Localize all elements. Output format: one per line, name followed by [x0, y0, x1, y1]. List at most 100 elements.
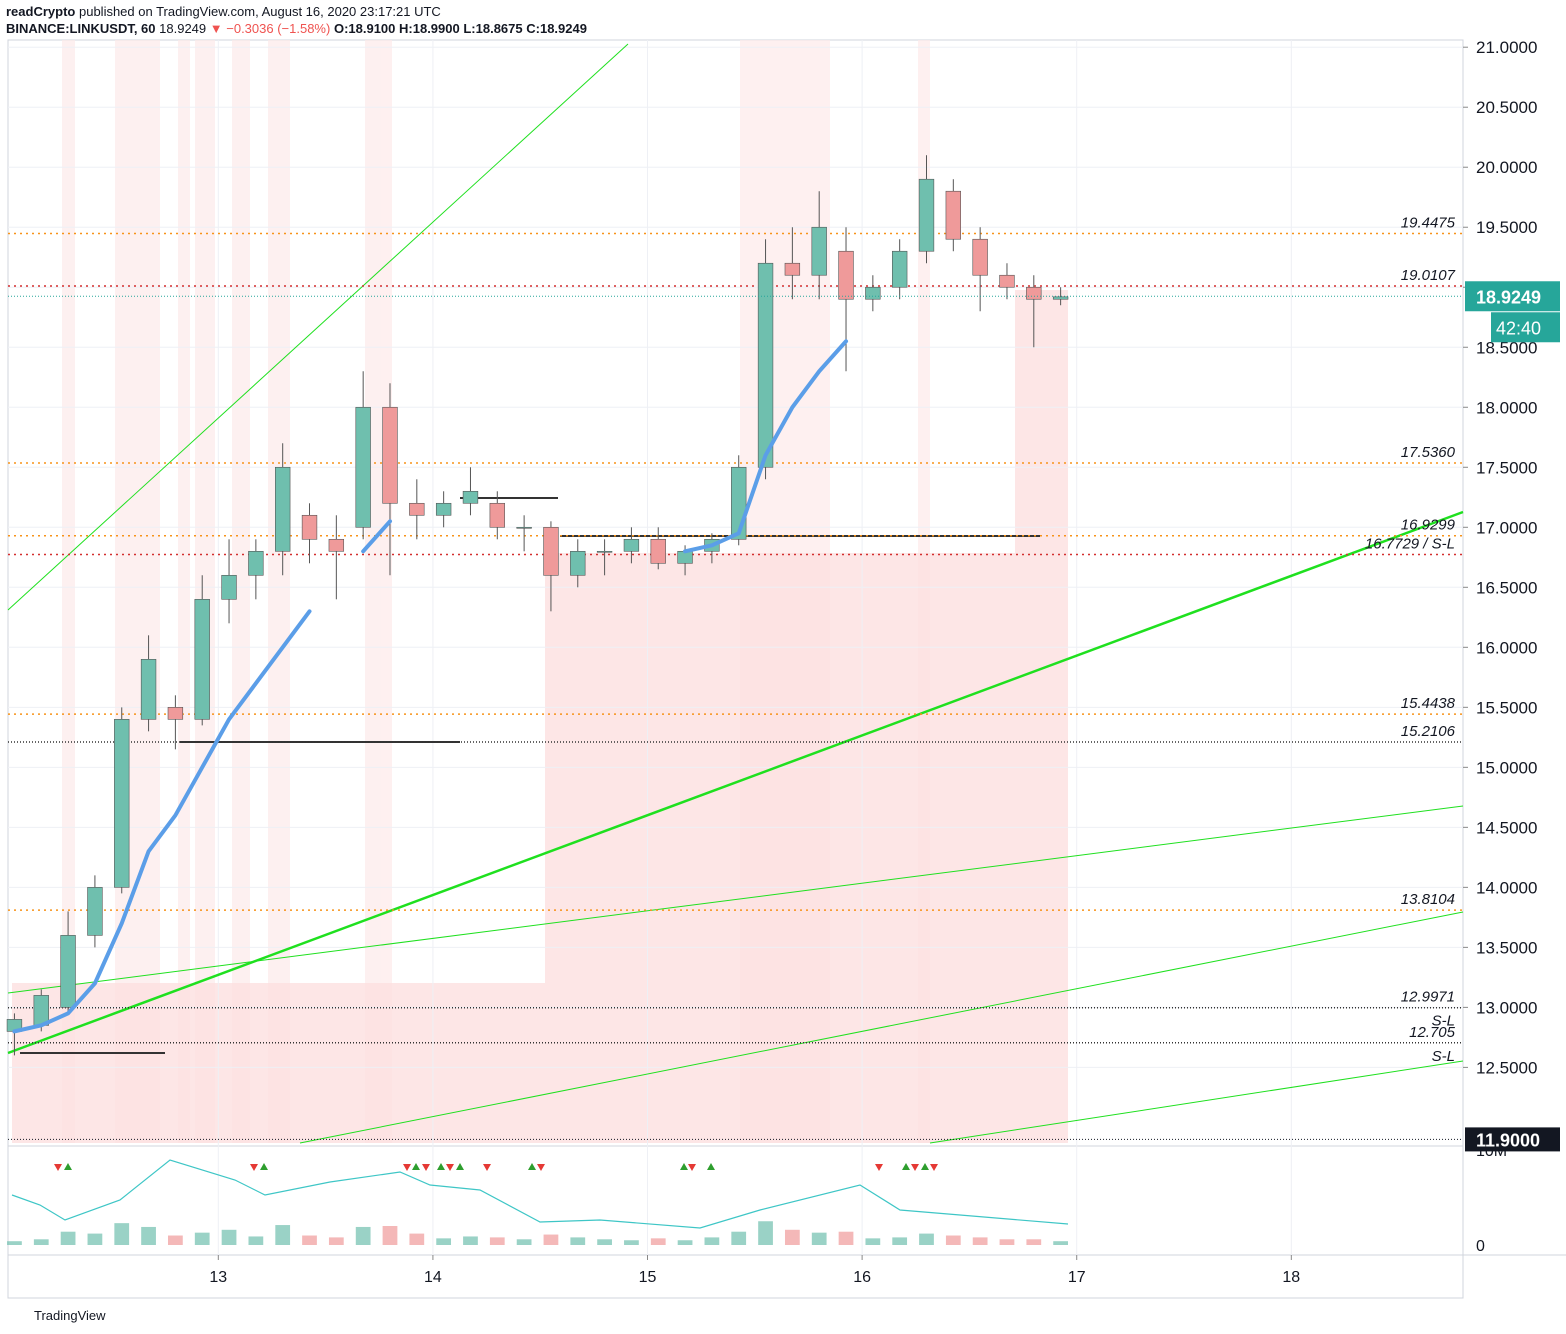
volume-bar	[892, 1237, 908, 1245]
volume-bar	[355, 1226, 371, 1245]
trend-line	[7, 805, 1464, 994]
volume-bar	[543, 1234, 559, 1245]
volume-bar	[945, 1235, 961, 1245]
footer: TradingView	[34, 1308, 106, 1323]
candle-body	[784, 262, 801, 276]
volume-bar	[919, 1233, 934, 1245]
candle-body	[140, 659, 157, 720]
x-tick-label: 17	[1068, 1269, 1086, 1286]
level-label: 19.4475	[1401, 215, 1456, 232]
candle-body	[972, 238, 988, 276]
candle-body	[275, 466, 291, 552]
level-sublabel: S-L	[1432, 1048, 1455, 1065]
volume-tick-label: 0	[1476, 1238, 1485, 1255]
candle-body	[570, 550, 586, 576]
candle-body	[999, 274, 1015, 288]
level-label: 16.9299	[1401, 517, 1456, 534]
volume-bar	[597, 1239, 612, 1245]
candle-body	[516, 526, 532, 529]
countdown: 42:40	[1496, 318, 1541, 338]
y-tick-label: 21.0000	[1476, 38, 1537, 57]
buy-signal	[64, 1163, 929, 1170]
ohlc: H:18.9900	[399, 21, 460, 36]
candle-body	[757, 262, 774, 468]
stop-zone	[545, 553, 1068, 1143]
y-tick-label: 17.5000	[1476, 458, 1537, 477]
candle-body	[865, 286, 881, 300]
x-tick-label: 18	[1282, 1269, 1300, 1286]
x-tick-label: 16	[853, 1269, 871, 1286]
volume-bar	[650, 1238, 666, 1245]
level-label: 16.7729 / S-L	[1365, 536, 1455, 553]
volume-bar	[516, 1239, 532, 1245]
trend-line	[7, 510, 1464, 1055]
volume-bar	[141, 1226, 156, 1245]
y-tick-label: 12.5000	[1476, 1058, 1537, 1077]
low-marker-label: 11.9000	[1476, 1130, 1540, 1150]
y-tick-label: 18.0000	[1476, 398, 1537, 417]
x-tick-label: 14	[424, 1269, 442, 1286]
volume-bar	[168, 1235, 183, 1245]
stop-zone	[12, 983, 545, 1143]
candle-body	[543, 526, 559, 576]
candle-body	[167, 707, 184, 720]
ohlc: L:18.8675	[463, 21, 523, 36]
y-tick-label: 13.5000	[1476, 938, 1537, 957]
volume-bar	[838, 1231, 854, 1245]
background-layer	[7, 39, 1566, 1299]
volume-bar	[248, 1236, 264, 1245]
volume-bar	[784, 1229, 800, 1245]
level-label: 17.5360	[1401, 444, 1456, 461]
level-sublabel: S-L	[1432, 1013, 1455, 1030]
volume-bar	[1053, 1241, 1068, 1245]
volume-bar	[463, 1236, 478, 1245]
author: readCrypto	[6, 4, 76, 19]
y-tick-label: 16.5000	[1476, 578, 1537, 597]
y-tick-label: 16.0000	[1476, 638, 1537, 657]
x-tick-label: 15	[639, 1269, 657, 1286]
y-tick-label: 18.5000	[1476, 338, 1537, 357]
level-label: 15.4438	[1401, 695, 1456, 712]
volume-bar	[194, 1232, 210, 1245]
header-line: readCrypto published on TradingView.com,…	[6, 4, 441, 19]
volume-bar	[972, 1237, 988, 1245]
volume-bar	[865, 1238, 881, 1245]
last-price-label: 18.9249	[1476, 287, 1541, 307]
level-label: 15.2106	[1401, 723, 1456, 740]
y-tick-label: 15.0000	[1476, 758, 1537, 777]
volume-bar	[221, 1229, 237, 1245]
signals	[54, 1163, 938, 1171]
candle-body	[596, 550, 613, 553]
low-marker-box	[1465, 1127, 1560, 1152]
volume-bar	[328, 1237, 344, 1245]
volume-bar	[436, 1238, 452, 1245]
volume-bar	[382, 1226, 398, 1245]
trend-line	[299, 911, 1464, 1144]
trend-line	[7, 43, 629, 611]
y-tick-label: 13.0000	[1476, 998, 1537, 1017]
candle-body	[918, 178, 935, 252]
countdown-box	[1491, 312, 1560, 343]
candle-body	[811, 226, 827, 276]
candle-body	[301, 514, 318, 540]
level-label: 12.9971	[1401, 989, 1455, 1006]
volume-bar	[87, 1233, 103, 1245]
volume-bar	[624, 1240, 639, 1245]
volume-bar	[1026, 1239, 1042, 1245]
candle-body	[945, 190, 961, 240]
y-tick-label: 17.0000	[1476, 518, 1537, 537]
candle-body	[87, 887, 103, 936]
candle-body	[838, 250, 854, 300]
y-tick-label: 14.0000	[1476, 878, 1537, 897]
x-tick-label: 13	[209, 1269, 227, 1286]
candle-body	[1026, 286, 1042, 300]
candle-body	[891, 250, 908, 288]
last: 18.9249	[159, 21, 207, 36]
published: published on TradingView.com, August 16,…	[78, 4, 441, 19]
volume-bar	[275, 1225, 291, 1245]
volume-bar	[758, 1221, 773, 1245]
candle-body	[1052, 296, 1069, 300]
candle-body	[462, 490, 479, 504]
symbol: BINANCE:LINKUSDT, 60	[6, 21, 156, 36]
